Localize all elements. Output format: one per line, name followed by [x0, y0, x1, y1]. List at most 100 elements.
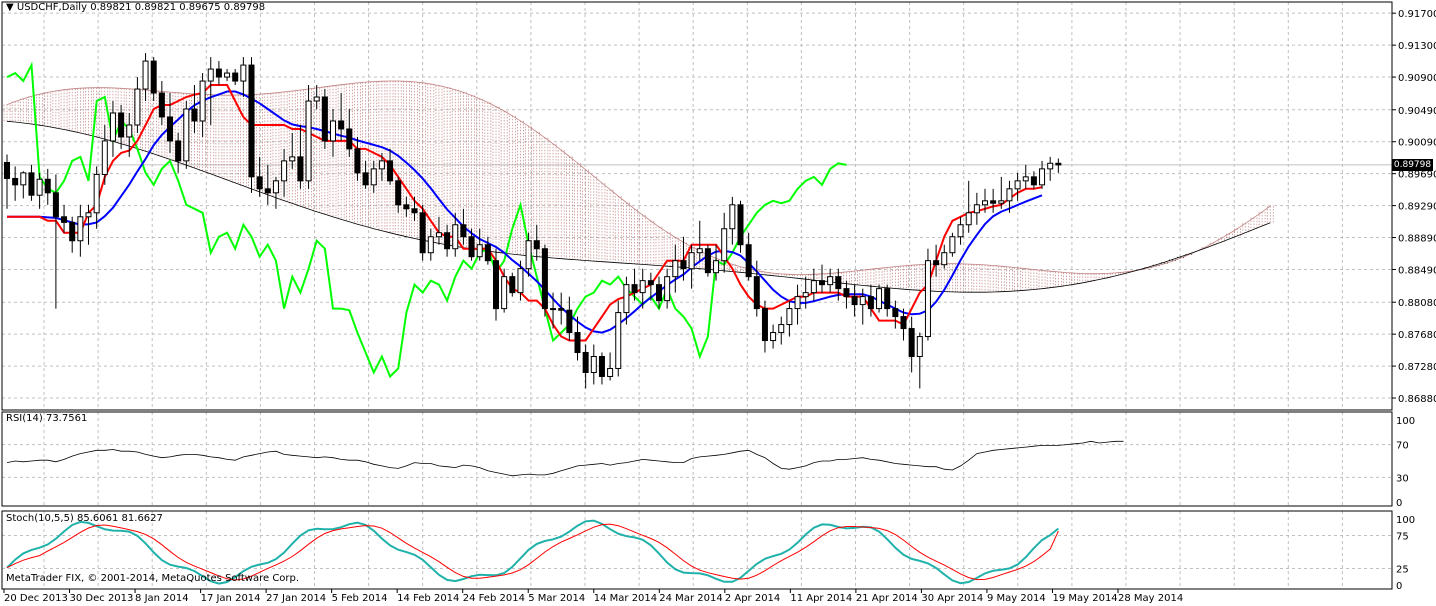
candle-body: [876, 288, 883, 310]
candle: [631, 268, 638, 301]
candle-body: [1055, 162, 1062, 166]
candle-body: [297, 156, 304, 182]
candle-body: [215, 68, 222, 78]
candle-body: [908, 328, 915, 358]
candle-body: [1047, 162, 1054, 170]
rsi-line: [6, 440, 1124, 477]
candle-body: [330, 120, 336, 142]
candle: [770, 324, 777, 349]
candle-body: [656, 284, 662, 302]
date-tick-label: 28 May 2014: [1118, 593, 1183, 604]
candle-body: [810, 280, 817, 294]
candle-body: [313, 96, 320, 102]
candle-body: [118, 112, 125, 138]
date-tick-label: 17 Jan 2014: [201, 593, 261, 604]
date-tick-label: 30 Dec 2013: [70, 593, 134, 604]
candle-body: [354, 148, 361, 174]
candle: [362, 160, 369, 189]
candle-body: [248, 64, 255, 178]
price-tick-label: 0.88490: [1398, 265, 1436, 276]
candle: [590, 344, 597, 385]
panel-frame: [1, 510, 1393, 590]
candle-body: [949, 236, 956, 254]
candle: [199, 73, 206, 137]
candle-body: [150, 60, 157, 94]
candle-body: [77, 216, 84, 242]
chikou-span: [6, 61, 847, 379]
candle-body: [411, 208, 418, 214]
candle-body: [851, 296, 858, 306]
candle-body: [419, 212, 426, 254]
candle-body: [721, 228, 728, 262]
candle-body: [12, 177, 19, 186]
candle: [142, 53, 149, 102]
panel-frame: [1, 411, 1393, 507]
candle: [232, 69, 239, 86]
date-tick-label: 5 Mar 2014: [528, 593, 585, 604]
candle: [615, 300, 622, 377]
candle-body: [965, 212, 972, 226]
candle: [525, 232, 532, 277]
candle-body: [4, 161, 10, 179]
candle: [183, 101, 190, 169]
candle-body: [460, 224, 467, 238]
candle-body: [240, 64, 247, 82]
candle: [550, 292, 557, 329]
candle: [941, 244, 948, 269]
candle-body: [941, 252, 948, 266]
candle-body: [590, 356, 597, 373]
date-tick-label: 8 Jan 2014: [135, 593, 189, 604]
price-axis: 0.91700 0.91300 0.90900 0.90490 0.90090 0.896…: [1392, 9, 1436, 405]
candle-body: [158, 92, 165, 118]
stoch-level-label: 75: [1396, 532, 1409, 543]
date-tick-label: 21 Apr 2014: [856, 593, 918, 604]
candle-body: [36, 178, 43, 196]
candle: [411, 196, 418, 221]
candle: [933, 244, 940, 277]
candle: [509, 272, 516, 297]
date-tick-label: 9 May 2014: [987, 593, 1046, 604]
candle-body: [370, 168, 377, 186]
candle-body: [452, 224, 459, 250]
stochastic-panel: 100 75 25 0: [2, 515, 1415, 592]
candle: [272, 176, 279, 209]
candle: [427, 228, 434, 261]
candles: [4, 53, 1062, 389]
candle-body: [541, 248, 548, 310]
candle: [908, 316, 915, 373]
date-tick-label: 11 Apr 2014: [790, 593, 852, 604]
candle-body: [387, 160, 394, 182]
candle: [859, 288, 866, 325]
candle-body: [672, 260, 679, 278]
candle: [737, 200, 744, 253]
candle-body: [101, 140, 108, 175]
candle-body: [484, 244, 491, 262]
price-tick-label: 0.91700: [1398, 9, 1436, 20]
candle: [867, 284, 874, 317]
triangle-down-icon[interactable]: ▼: [6, 2, 14, 13]
candle: [248, 57, 255, 193]
candle: [61, 204, 68, 233]
candle: [289, 132, 296, 169]
candle: [688, 244, 695, 289]
candle-body: [378, 160, 385, 170]
candle: [28, 164, 35, 201]
candle-body: [843, 288, 850, 298]
candle-body: [892, 308, 899, 318]
candle-body: [501, 276, 508, 310]
candle-body: [957, 224, 964, 238]
candle: [558, 292, 565, 325]
candle: [794, 284, 801, 325]
candle: [1039, 160, 1046, 189]
stoch-level-label: 100: [1396, 515, 1415, 526]
candle-body: [827, 276, 834, 286]
candle: [460, 208, 467, 245]
candle: [574, 316, 581, 361]
candle: [835, 268, 842, 301]
candle: [419, 204, 426, 261]
candle-body: [403, 204, 410, 210]
date-tick-label: 14 Feb 2014: [397, 593, 459, 604]
candle: [452, 212, 459, 257]
rsi-level-label: 70: [1396, 441, 1409, 452]
